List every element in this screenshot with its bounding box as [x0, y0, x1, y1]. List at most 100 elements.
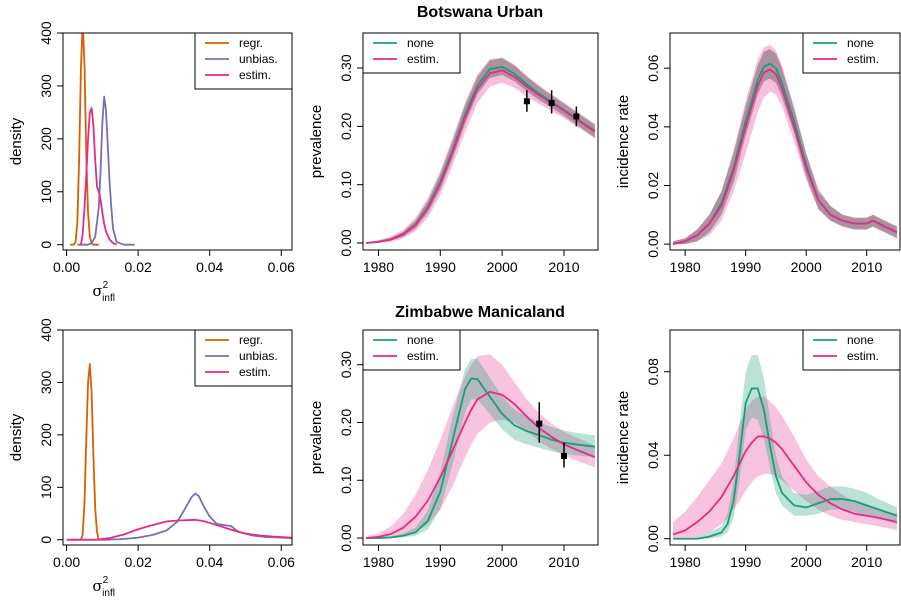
y-tick-label: 0.06	[645, 54, 661, 81]
panels: 0.00 0.02 0.04 0.06 0 100 200 300 400 density σ2 in…	[8, 21, 901, 599]
x-tick-label: 2010	[548, 554, 579, 570]
series-line-regr	[70, 33, 99, 246]
legend-label: none	[847, 36, 874, 50]
legend: none estim.	[802, 329, 901, 371]
legend-label: none	[847, 333, 874, 347]
plot-frame	[362, 32, 599, 251]
y-axis-label: incidence rate	[615, 95, 632, 188]
series-line-estim	[672, 435, 898, 536]
x-tick-label: 2000	[791, 554, 822, 570]
x-tick-label: 2000	[487, 259, 518, 275]
observation-point	[560, 452, 567, 459]
band-none	[366, 358, 595, 539]
x-tick-label: 1980	[670, 259, 701, 275]
legend-box	[362, 329, 461, 371]
legend-label: estim.	[847, 52, 879, 66]
y-tick-label: 0.00	[338, 229, 354, 256]
y-axis-label: density	[8, 413, 25, 461]
panel-zm-prevalence: 1980 1990 2000 2010 0.00 0.10 0.20 0.30 prevalen…	[308, 329, 599, 570]
series-line-none	[366, 377, 596, 539]
legend: regr. unbias. estim.	[194, 329, 293, 387]
series-line-none	[672, 62, 898, 246]
plot-frame	[62, 32, 293, 251]
row-title-zimbabwe-manicaland: Zimbabwe Manicaland	[395, 304, 565, 321]
y-axis-label: prevalence	[308, 401, 325, 474]
x-tick-label: 0.06	[268, 554, 295, 570]
y-tick-label: 200	[38, 423, 54, 447]
series-line-estim	[80, 107, 118, 246]
legend-label: estim.	[847, 349, 879, 363]
x-tick-label: 0.02	[125, 259, 152, 275]
row-title-botswana-urban: Botswana Urban	[417, 4, 543, 21]
observation-point	[536, 420, 543, 427]
band-estim	[673, 44, 897, 245]
band-estim	[366, 57, 595, 243]
series-line-estim	[366, 390, 596, 539]
panel-bu-incidence: 1980 1990 2000 2010 0.00 0.02 0.04 0.06 incidenc…	[615, 32, 901, 275]
band-none	[673, 355, 897, 539]
y-tick-label: 100	[38, 180, 54, 204]
y-tick-label: 200	[38, 127, 54, 151]
plot-area	[672, 44, 898, 246]
plot-area	[366, 354, 596, 539]
legend-label: none	[407, 333, 434, 347]
y-tick-label: 0.00	[338, 524, 354, 551]
plot-area	[672, 355, 898, 540]
series-line-unbias	[66, 492, 292, 541]
y-tick-label: 300	[38, 74, 54, 98]
observation-point	[523, 98, 530, 105]
x-tick-label: 0.06	[268, 259, 295, 275]
y-tick-label: 0.30	[338, 351, 354, 378]
legend-box	[802, 32, 901, 74]
plot-frame	[62, 329, 293, 546]
y-axis-label: incidence rate	[615, 391, 632, 484]
x-tick-label: 2010	[548, 259, 579, 275]
series-line-estim	[672, 68, 898, 246]
legend: none estim.	[802, 32, 901, 74]
y-tick-label: 300	[38, 371, 54, 395]
panel-bu-density: 0.00 0.02 0.04 0.06 0 100 200 300 400 density σ2 in…	[8, 21, 295, 304]
plot-frame	[669, 32, 901, 251]
x-tick-label: 0.00	[53, 259, 80, 275]
legend-box	[802, 329, 901, 371]
x-tick-label: 2010	[851, 554, 882, 570]
x-tick-label: 1980	[363, 259, 394, 275]
band-none	[673, 49, 897, 245]
legend-label: regr.	[239, 36, 263, 50]
y-tick-label: 0.10	[338, 171, 354, 198]
panel-bu-prevalence: 1980 1990 2000 2010 0.00 0.10 0.20 0.30 prevalen…	[308, 32, 599, 275]
y-tick-label: 0.08	[645, 358, 661, 385]
plot-area	[70, 33, 135, 246]
x-tick-label: 2010	[851, 259, 882, 275]
legend-box	[362, 32, 461, 74]
x-axis-label: σ2 infl	[92, 575, 115, 599]
x-tick-label: 1990	[425, 259, 456, 275]
legend-label: unbias.	[239, 349, 278, 363]
legend-label: estim.	[407, 52, 439, 66]
legend-label: regr.	[239, 333, 263, 347]
plot-area	[66, 363, 292, 541]
legend-label: estim.	[407, 349, 439, 363]
x-tick-label: 1990	[425, 554, 456, 570]
x-tick-label: 1980	[363, 554, 394, 570]
y-tick-label: 0.10	[338, 466, 354, 493]
plot-frame	[362, 329, 599, 546]
y-tick-label: 0.20	[338, 409, 354, 436]
x-tick-label: 1990	[730, 554, 761, 570]
series-line-estim	[66, 518, 292, 541]
plot-area	[366, 57, 596, 244]
series-line-regr	[70, 363, 110, 541]
y-tick-label: 0.00	[645, 525, 661, 552]
y-tick-label: 0.30	[338, 54, 354, 81]
y-tick-label: 0.02	[645, 172, 661, 199]
x-tick-label: 1990	[730, 259, 761, 275]
plot-frame	[669, 329, 901, 546]
y-axis-label: prevalence	[308, 105, 325, 178]
y-tick-label: 100	[38, 475, 54, 499]
observation-point	[573, 113, 580, 120]
y-tick-label: 400	[38, 318, 54, 342]
band-estim	[366, 354, 595, 539]
y-tick-label: 0.04	[645, 113, 661, 140]
y-tick-label: 0.04	[645, 441, 661, 468]
